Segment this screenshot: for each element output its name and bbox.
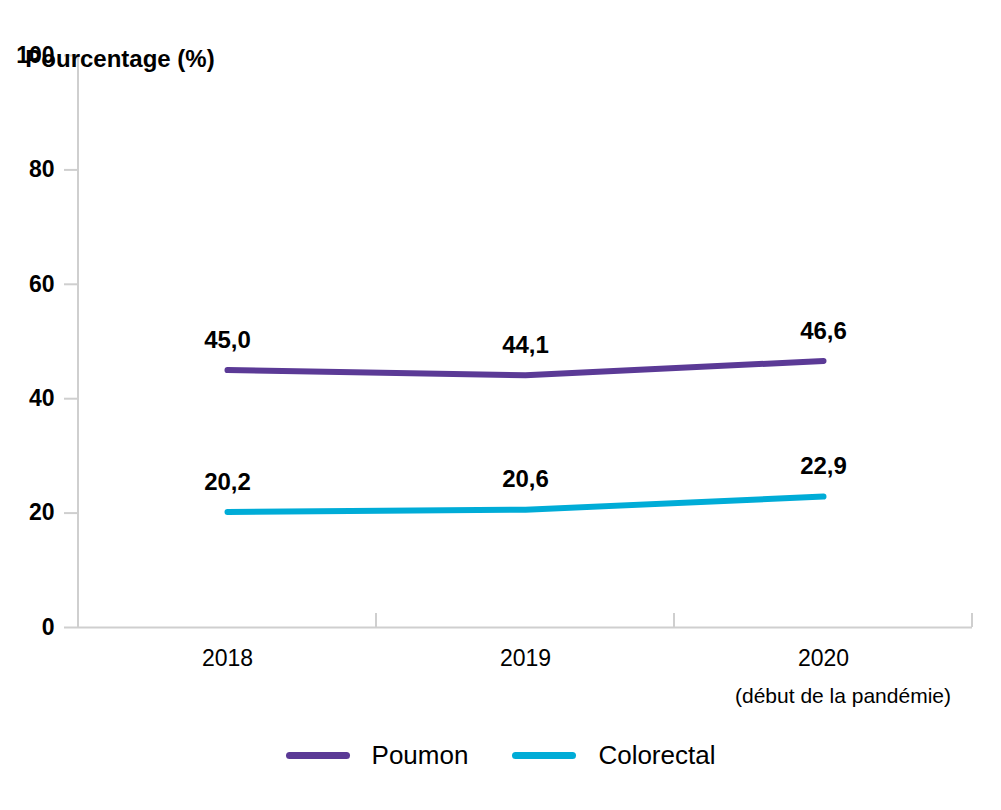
- svg-text:20,6: 20,6: [502, 465, 549, 492]
- svg-text:20: 20: [29, 499, 55, 525]
- svg-text:2018: 2018: [202, 645, 253, 671]
- html-text:Poumon: Poumon: [371, 739, 469, 770]
- svg-text:60: 60: [29, 271, 55, 297]
- svg-text:Pourcentage (%): Pourcentage (%): [25, 45, 214, 72]
- svg-text:0: 0: [42, 614, 55, 640]
- svg-text:22,9: 22,9: [800, 452, 847, 479]
- svg-text:20,2: 20,2: [204, 468, 251, 495]
- svg-text:40: 40: [29, 385, 55, 411]
- svg-text:(début de la pandémie): (début de la pandémie): [735, 684, 951, 707]
- svg-text:44,1: 44,1: [502, 331, 549, 358]
- svg-text:46,6: 46,6: [800, 317, 847, 344]
- svg-text:2020: 2020: [798, 645, 849, 671]
- svg-text:45,0: 45,0: [204, 326, 251, 353]
- html-text:Colorectal: Colorectal: [598, 739, 716, 770]
- svg-text:80: 80: [29, 156, 55, 182]
- svg-text:2019: 2019: [500, 645, 551, 671]
